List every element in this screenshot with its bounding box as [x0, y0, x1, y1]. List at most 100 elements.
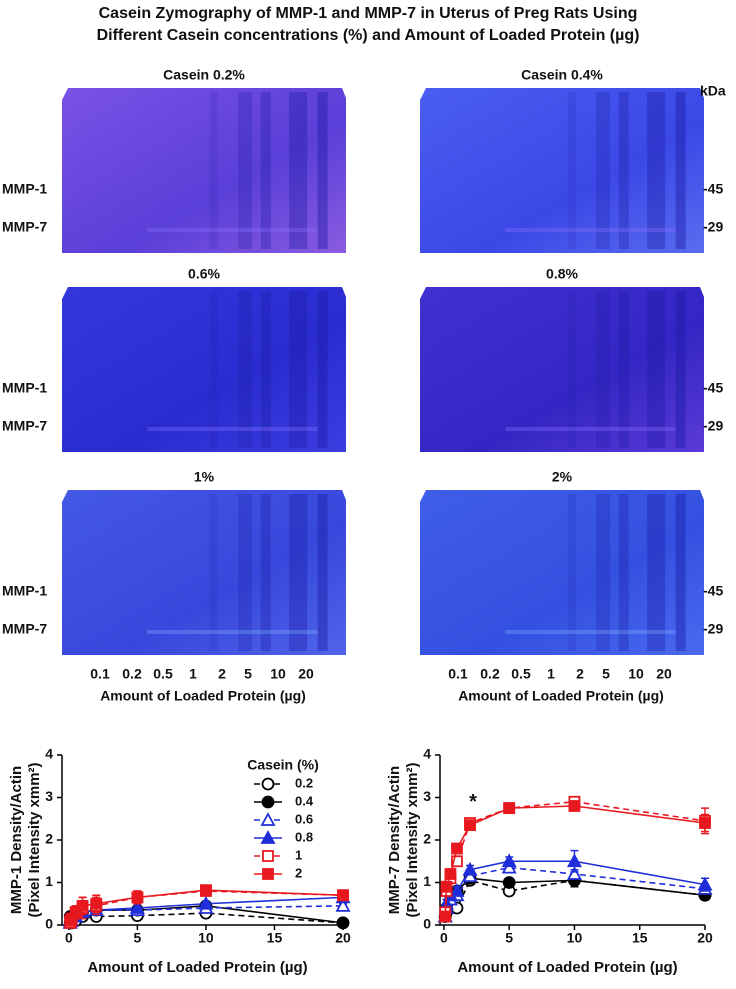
x-tick-label: 5 [133, 930, 141, 946]
gel-lane [317, 92, 328, 249]
data-point [129, 900, 145, 914]
lane-label: 2 [576, 666, 584, 682]
data-point [464, 819, 476, 832]
legend-title: Casein (%) [247, 757, 319, 773]
legend-label: 1 [295, 847, 302, 862]
y-tick-label: 4 [45, 746, 53, 762]
lane-label: 0.1 [448, 666, 468, 682]
lane-label: 1 [547, 666, 555, 682]
legend-marker [261, 795, 275, 809]
data-point [440, 880, 453, 893]
data-point [449, 883, 465, 897]
lane-label: 0.1 [90, 666, 110, 682]
data-point [451, 855, 463, 868]
lane-label: 5 [602, 666, 610, 682]
gel-lane [567, 291, 576, 448]
data-point [568, 800, 581, 812]
x-tick-label: 10 [198, 930, 214, 946]
lane-label: 20 [656, 666, 672, 682]
gel-lane [675, 494, 686, 651]
x-axis-label: Amount of Loaded Protein (µg) [87, 959, 307, 976]
lane-label: 0.2 [480, 666, 500, 682]
gel-title: Casein 0.4% [521, 67, 603, 83]
data-point [444, 868, 457, 880]
gel-lane [238, 92, 253, 249]
gel-lane [647, 291, 666, 448]
y-axis-label: MMP-1 Density/Actin [8, 766, 25, 914]
data-point [501, 853, 517, 868]
data-point [90, 897, 103, 910]
marker-label: -45 [703, 583, 723, 599]
row-label: MMP-7 [2, 418, 47, 434]
data-point [462, 861, 478, 876]
figure-title: Casein Zymography of MMP-1 and MMP-7 in … [99, 5, 638, 22]
data-point [439, 910, 452, 923]
legend-label: 0.2 [295, 775, 313, 790]
y-axis-label: MMP-7 Density/Actin [386, 766, 403, 914]
y-tick-label: 4 [423, 746, 431, 762]
legend-label: 0.4 [295, 793, 314, 808]
gel-title: Casein 0.2% [163, 67, 245, 83]
gel-band [147, 228, 318, 232]
gel-lane [567, 494, 576, 651]
lane-label: 0.5 [153, 666, 173, 682]
x-tick-label: 15 [632, 930, 648, 946]
legend-label: 0.8 [295, 829, 313, 844]
gel-lane [238, 291, 253, 448]
gel-band [505, 427, 676, 431]
legend-marker [260, 830, 276, 844]
y-tick-label: 1 [45, 873, 53, 889]
y-tick-label: 1 [423, 873, 431, 889]
legend-marker [262, 850, 274, 862]
marker-label: -29 [703, 219, 723, 235]
gel-lane [596, 92, 611, 249]
lane-label: 1 [189, 666, 197, 682]
gel-lane [289, 494, 308, 651]
gel-lane [317, 494, 328, 651]
y-tick-label: 2 [423, 831, 431, 847]
data-point [337, 889, 349, 902]
legend-label: 0.6 [295, 811, 313, 826]
gel-x-label: Amount of Loaded Protein (µg) [100, 688, 306, 704]
gel-x-label: Amount of Loaded Protein (µg) [458, 688, 664, 704]
gel-lane [260, 494, 271, 651]
lane-label: 10 [628, 666, 644, 682]
annotation: * [469, 791, 477, 813]
data-point [566, 866, 582, 880]
x-tick-label: 0 [440, 930, 448, 946]
marker-label: -45 [703, 380, 723, 396]
gel-lane [675, 92, 686, 249]
row-label: MMP-1 [2, 583, 47, 599]
gel-lane [618, 494, 629, 651]
gel-band [147, 630, 318, 634]
gel-band [505, 228, 676, 232]
data-point [566, 853, 582, 868]
figure-title: Different Casein concentrations (%) and … [97, 27, 640, 44]
gel-lane [647, 92, 666, 249]
row-label: MMP-1 [2, 181, 47, 197]
gel-lane [596, 291, 611, 448]
gel-lane [618, 291, 629, 448]
gel-image [62, 88, 346, 253]
x-tick-label: 0 [65, 930, 73, 946]
lane-label: 10 [270, 666, 286, 682]
gel-lane [209, 494, 218, 651]
gel-image [420, 287, 704, 452]
y-axis-label: (Pixel Intensity xmm²) [404, 762, 421, 917]
gel-title: 2% [552, 469, 573, 485]
gel-lane [289, 291, 308, 448]
x-tick-label: 20 [335, 930, 351, 946]
data-point [503, 802, 516, 815]
y-tick-label: 0 [45, 916, 53, 932]
gel-image [420, 88, 704, 253]
legend-marker [261, 777, 275, 791]
gel-lane [567, 92, 576, 249]
gel-lane [618, 92, 629, 249]
data-point [198, 895, 214, 910]
kda-label: kDa [700, 83, 726, 99]
y-axis-label: (Pixel Intensity xmm²) [26, 762, 43, 917]
marker-label: -29 [703, 418, 723, 434]
gel-lane [260, 291, 271, 448]
data-point [451, 842, 463, 855]
data-point [76, 899, 89, 912]
